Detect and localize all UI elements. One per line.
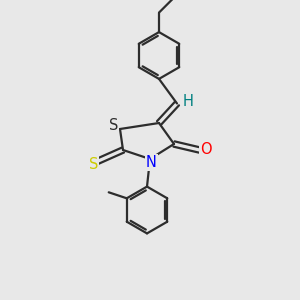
Text: N: N — [146, 155, 157, 170]
Text: S: S — [89, 157, 98, 172]
Text: H: H — [183, 94, 194, 110]
Text: O: O — [200, 142, 211, 158]
Text: S: S — [109, 118, 118, 134]
